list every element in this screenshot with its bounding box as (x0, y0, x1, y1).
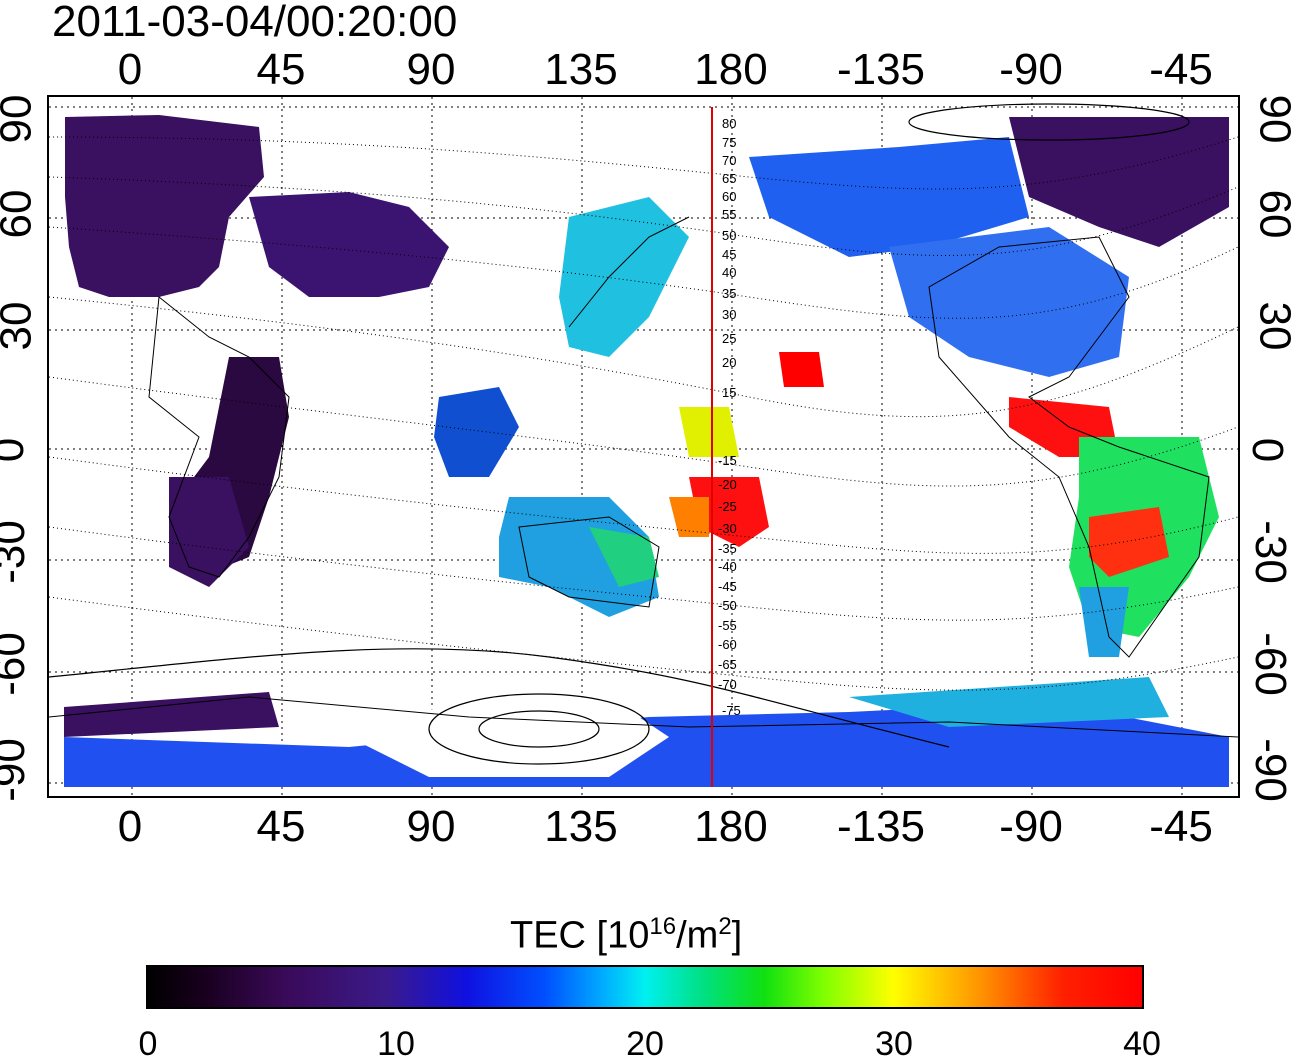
colorbar-label: 10 (377, 1025, 415, 1063)
tec-patch-africa-south (169, 477, 249, 587)
right-y-tick: 60 (1250, 189, 1292, 239)
tec-patch-south-purple (64, 692, 279, 737)
tec-map: 80 75 70 65 60 55 50 45 40 35 30 25 20 1… (47, 95, 1240, 798)
tec-patch-pacific-yellow (679, 407, 739, 457)
colorbar-title: TEC [1016/m2] (510, 913, 743, 957)
tec-patch-antarctic-hole (349, 697, 669, 777)
contour-label: 30 (722, 307, 736, 322)
contour-label: 25 (722, 331, 736, 346)
timestamp-title: 2011-03-04/00:20:00 (52, 0, 458, 46)
top-x-tick: -90 (999, 45, 1063, 94)
left-y-tick: 30 (0, 301, 41, 351)
contour-label: -25 (718, 499, 737, 514)
top-x-tick: 135 (544, 45, 618, 94)
contour-label: 45 (722, 247, 736, 262)
right-y-tick: -90 (1245, 738, 1292, 802)
contour-label: -70 (718, 677, 737, 692)
contour-lines (49, 136, 1238, 691)
contour-label: -20 (718, 477, 737, 492)
contour-label: 65 (722, 171, 736, 186)
contour-label: -30 (718, 521, 737, 536)
left-y-tick: -30 (0, 520, 34, 584)
tec-patch-eurasia (65, 115, 264, 297)
tec-patch-sa-red (1089, 507, 1169, 577)
right-y-tick: -60 (1245, 632, 1292, 696)
colorbar-label: 40 (1123, 1025, 1161, 1063)
bottom-x-tick: 90 (406, 802, 456, 851)
tec-patch-na-mid (889, 227, 1129, 377)
top-x-tick: 0 (117, 45, 143, 94)
colorbar (146, 965, 1144, 1009)
contour-lines-solid (49, 103, 1190, 765)
right-y-tick: 90 (1250, 94, 1292, 144)
contour-label: -50 (718, 598, 737, 613)
tec-patch-antarctic-cyan (849, 677, 1169, 727)
right-y-tick: 0 (1243, 437, 1292, 463)
tec-data-patches (64, 115, 1229, 787)
contour-label: 70 (722, 153, 736, 168)
top-x-tick: 45 (256, 45, 306, 94)
tec-patch-hawaii-red (779, 352, 824, 387)
tec-patch-pacific-orange (669, 497, 709, 537)
contour-label: -55 (718, 618, 737, 633)
contour-label: -15 (718, 453, 737, 468)
tec-patch-japan (559, 197, 689, 357)
top-x-tick: 90 (406, 45, 456, 94)
tec-patch-greenland (1009, 117, 1229, 247)
contour-label: 80 (722, 116, 736, 131)
contour-label: 50 (722, 228, 736, 243)
colorbar-label: 0 (138, 1025, 158, 1063)
tec-map-canvas: 80 75 70 65 60 55 50 45 40 35 30 25 20 1… (49, 97, 1238, 796)
left-y-tick: -90 (0, 738, 34, 802)
tec-patch-seasia (434, 387, 519, 477)
bottom-x-tick: -135 (836, 802, 926, 851)
top-x-tick: -135 (836, 45, 926, 94)
tec-patch-sa-south (1079, 587, 1129, 657)
contour-label: 75 (722, 135, 736, 150)
bottom-x-tick: -45 (1149, 802, 1213, 851)
contour-label: -45 (718, 579, 737, 594)
colorbar-label: 30 (875, 1025, 913, 1063)
bottom-x-tick: 0 (117, 802, 143, 851)
contour-label: -75 (722, 703, 741, 718)
contour-label: -40 (718, 559, 737, 574)
contour-label-group: 80 75 70 65 60 55 50 45 40 35 30 25 20 1… (718, 116, 741, 718)
top-x-tick: -45 (1149, 45, 1213, 94)
bottom-x-tick: 135 (544, 802, 618, 851)
bottom-x-tick: 45 (256, 802, 306, 851)
tec-patch-eurasia-east (249, 192, 449, 297)
top-x-tick: 180 (694, 45, 768, 94)
contour-label: -60 (718, 637, 737, 652)
contour-label: 60 (722, 189, 736, 204)
contour-label: -35 (718, 541, 737, 556)
bottom-x-tick: 180 (694, 802, 768, 851)
left-y-tick: 60 (0, 189, 41, 239)
contour-label: 35 (722, 286, 736, 301)
contour-label: 55 (722, 207, 736, 222)
coastlines (49, 216, 1238, 738)
left-y-tick: 90 (0, 94, 41, 144)
bottom-x-tick: -90 (999, 802, 1063, 851)
contour-label: 15 (722, 385, 736, 400)
tec-patch-na-arctic (749, 137, 1029, 257)
colorbar-label: 20 (626, 1025, 664, 1063)
contour-label: -65 (718, 657, 737, 672)
left-y-tick: -60 (0, 632, 34, 696)
left-y-tick: 0 (0, 438, 33, 462)
contour-label: 40 (722, 265, 736, 280)
right-y-tick: -30 (1245, 520, 1292, 584)
contour-label: 20 (722, 355, 736, 370)
tec-patch-australia-green (589, 527, 659, 587)
right-y-tick: 30 (1250, 301, 1292, 351)
